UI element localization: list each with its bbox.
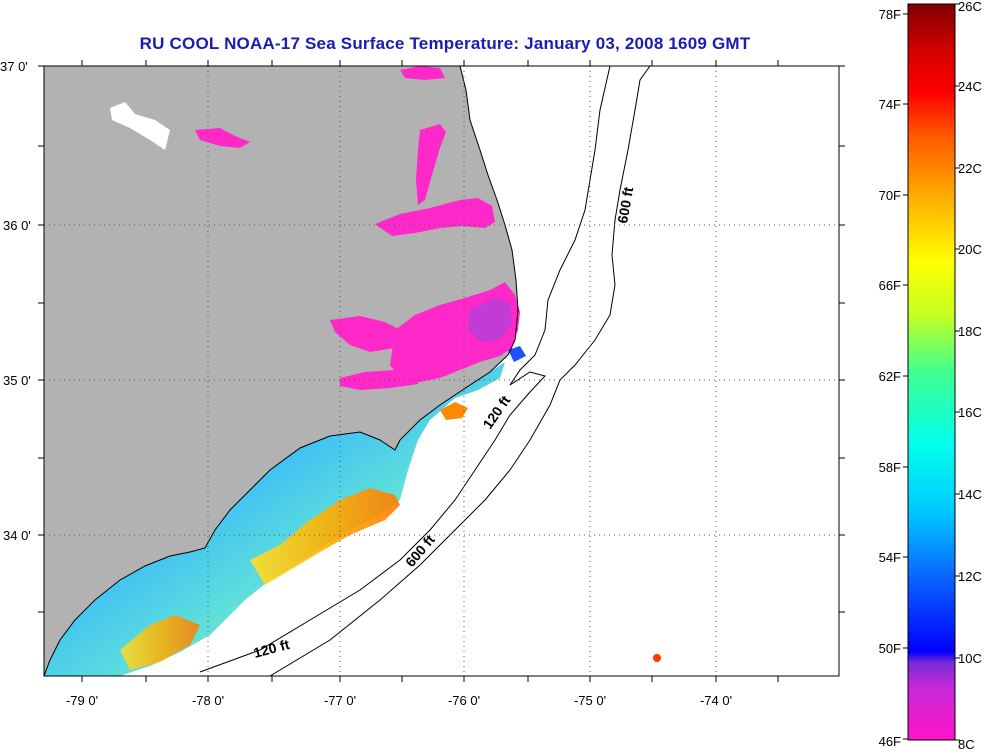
pamlico-river xyxy=(330,316,400,352)
contour-120ft xyxy=(199,66,611,673)
cb-c-18: 18C xyxy=(958,324,982,339)
cb-c-14: 14C xyxy=(958,487,982,502)
chowan-river xyxy=(416,124,446,205)
cb-c-22: 22C xyxy=(958,161,982,176)
cb-c-8: 8C xyxy=(958,737,975,752)
lat-label-34: 34 0' xyxy=(3,528,31,543)
cb-c-16: 16C xyxy=(958,405,982,420)
lat-label-37: 37 0' xyxy=(0,59,28,74)
top-lake xyxy=(400,66,445,80)
sst-warm-shelf xyxy=(250,488,400,585)
colorbar xyxy=(907,3,956,741)
map-grid xyxy=(44,66,839,676)
cb-f-78: 78F xyxy=(879,7,901,22)
lat-label-36: 36 0' xyxy=(3,218,31,233)
small-lake-2 xyxy=(110,102,170,150)
cb-c-26: 26C xyxy=(958,0,982,14)
page-title: RU COOL NOAA-17 Sea Surface Temperature:… xyxy=(139,34,751,53)
sst-warm-south xyxy=(120,615,200,670)
cb-f-46: 46F xyxy=(879,734,901,749)
inlet-blue xyxy=(508,346,526,362)
cb-f-58: 58F xyxy=(879,460,901,475)
lon-label-79: -79 0' xyxy=(66,693,98,708)
lon-label-76: -76 0' xyxy=(448,693,480,708)
map-border xyxy=(43,65,840,677)
cb-c-20: 20C xyxy=(958,242,982,257)
sound-purple xyxy=(468,298,512,342)
small-lake-1 xyxy=(195,128,250,148)
cb-f-54: 54F xyxy=(879,550,901,565)
cb-f-50: 50F xyxy=(879,641,901,656)
lat-label-35: 35 0' xyxy=(3,373,31,388)
albemarle-sound xyxy=(375,198,495,236)
sst-hotspot xyxy=(653,654,661,662)
cb-c-10: 10C xyxy=(958,651,982,666)
lon-label-75: -75 0' xyxy=(574,693,606,708)
sst-warm-east xyxy=(440,402,468,420)
cb-c-12: 12C xyxy=(958,569,982,584)
colorbar-ticks xyxy=(903,3,960,741)
cb-f-62: 62F xyxy=(879,369,901,384)
cb-f-66: 66F xyxy=(879,278,901,293)
contour-600ft xyxy=(269,66,651,676)
contour-label-600ft-north: 600 ft xyxy=(614,185,636,224)
cb-f-74: 74F xyxy=(879,97,901,112)
cb-f-70: 70F xyxy=(879,188,901,203)
lon-label-77: -77 0' xyxy=(324,693,356,708)
cb-c-24: 24C xyxy=(958,79,982,94)
lon-label-74: -74 0' xyxy=(700,693,732,708)
map-ticks xyxy=(38,60,845,682)
lon-label-78: -78 0' xyxy=(192,693,224,708)
sst-coastal-band xyxy=(44,362,505,676)
